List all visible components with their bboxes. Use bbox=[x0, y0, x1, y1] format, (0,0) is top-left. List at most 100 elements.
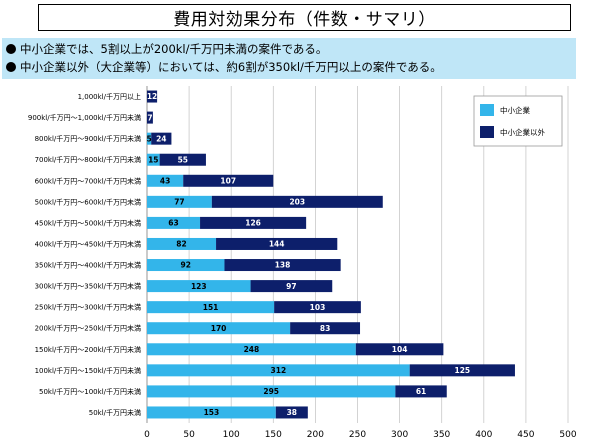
bar-sme bbox=[147, 153, 160, 166]
bar-sme bbox=[147, 132, 152, 145]
category-label: 600kl/千万円～700kl/千万円未満 bbox=[35, 176, 141, 185]
summary-line-1: 中小企業では、5割以上が200kl/千万円未満の案件である。 bbox=[6, 40, 572, 58]
data-label-non-sme: 83 bbox=[320, 324, 330, 333]
category-label: 1,000kl/千万円以上 bbox=[78, 92, 141, 101]
x-tick-label: 400 bbox=[475, 430, 492, 440]
bar-non-sme bbox=[409, 364, 515, 377]
category-label: 450kl/千万円～500kl/千万円未満 bbox=[35, 218, 141, 227]
category-label: 200kl/千万円～250kl/千万円未満 bbox=[35, 324, 141, 333]
x-tick-label: 350 bbox=[433, 430, 450, 440]
category-label: 800kl/千万円～900kl/千万円未満 bbox=[35, 134, 141, 143]
category-label: 250kl/千万円～300kl/千万円未満 bbox=[35, 303, 141, 312]
bar-sme bbox=[147, 216, 201, 229]
data-label-non-sme: 138 bbox=[275, 261, 291, 270]
bar-non-sme bbox=[147, 90, 158, 103]
x-tick-label: 150 bbox=[265, 430, 282, 440]
bar-non-sme bbox=[211, 195, 383, 208]
x-axis-ticks: 0 50 100 150 200 250 300 350 400 450 500 bbox=[144, 430, 577, 440]
summary-line-2: 中小企業以外（大企業等）においては、約6割が350kl/千万円以上の案件である。 bbox=[6, 58, 572, 76]
data-label-non-sme: 144 bbox=[269, 240, 285, 249]
category-label: 150kl/千万円～200kl/千万円未満 bbox=[35, 345, 141, 354]
data-label-non-sme: 125 bbox=[455, 366, 471, 375]
bar-non-sme bbox=[355, 343, 444, 356]
bar-non-sme bbox=[395, 385, 447, 398]
x-tick-label: 300 bbox=[391, 430, 408, 440]
category-label: 100kl/千万円～150kl/千万円未満 bbox=[35, 366, 141, 375]
x-tick-label: 50 bbox=[183, 430, 195, 440]
data-label-non-sme: 38 bbox=[287, 408, 297, 417]
bar-sme bbox=[147, 237, 217, 250]
bar-non-sme bbox=[200, 216, 307, 229]
legend-box bbox=[473, 95, 563, 147]
data-label-non-sme: 24 bbox=[156, 134, 166, 143]
bar-non-sme bbox=[183, 174, 274, 187]
bullet-icon bbox=[6, 44, 16, 54]
legend-label: 中小企業 bbox=[500, 105, 530, 115]
bar-non-sme bbox=[224, 259, 341, 272]
summary-text-2: 中小企業以外（大企業等）においては、約6割が350kl/千万円以上の案件である。 bbox=[20, 60, 442, 74]
bar-non-sme bbox=[216, 237, 338, 250]
data-label-sme: 82 bbox=[176, 240, 186, 249]
x-tick-label: 500 bbox=[559, 430, 576, 440]
bar-sme bbox=[147, 343, 356, 356]
bar-non-sme bbox=[147, 111, 153, 124]
category-labels: 1,000kl/千万円以上 900kl/千万円～1,000kl/千万円未満 800k… bbox=[28, 92, 141, 417]
bar-sme bbox=[147, 385, 396, 398]
category-label: 350kl/千万円～400kl/千万円未満 bbox=[35, 261, 141, 270]
data-label-sme: 63 bbox=[168, 219, 178, 228]
summary-text-1: 中小企業では、5割以上が200kl/千万円未満の案件である。 bbox=[20, 42, 328, 56]
category-label: 900kl/千万円～1,000kl/千万円未満 bbox=[28, 113, 141, 122]
category-label: 300kl/千万円～350kl/千万円未満 bbox=[35, 282, 141, 291]
bar-non-sme bbox=[275, 406, 308, 419]
category-label: 500kl/千万円～600kl/千万円未満 bbox=[35, 197, 141, 206]
summary-box: 中小企業では、5割以上が200kl/千万円未満の案件である。 中小企業以外（大企… bbox=[2, 38, 576, 79]
bar-non-sme bbox=[250, 280, 333, 293]
data-label-sme: 295 bbox=[263, 387, 279, 396]
bar-sme bbox=[147, 174, 184, 187]
data-label-sme: 312 bbox=[271, 366, 287, 375]
bar-sme bbox=[147, 322, 291, 335]
data-label-non-sme: 12 bbox=[147, 92, 157, 101]
page-title-text: 費用対効果分布（件数・サマリ） bbox=[173, 10, 436, 30]
data-label-sme: 15 bbox=[148, 155, 158, 164]
data-label-sme: 151 bbox=[203, 303, 219, 312]
data-label-non-sme: 7 bbox=[147, 113, 152, 122]
x-tick-label: 450 bbox=[517, 430, 534, 440]
bar-sme bbox=[147, 280, 251, 293]
page-title: 費用対効果分布（件数・サマリ） bbox=[38, 4, 571, 31]
data-label-non-sme: 126 bbox=[245, 219, 261, 228]
x-tick-label: 0 bbox=[144, 430, 150, 440]
data-label-sme: 43 bbox=[160, 176, 170, 185]
bars: 12 7 5 24 15 55 43 107 77 203 63 126 82 144 92 138 123 97… bbox=[146, 90, 515, 419]
x-tick-label: 200 bbox=[307, 430, 324, 440]
bullet-icon bbox=[6, 62, 16, 72]
data-label-non-sme: 103 bbox=[310, 303, 326, 312]
bar-non-sme bbox=[159, 153, 206, 166]
x-tick-label: 250 bbox=[349, 430, 366, 440]
data-label-non-sme: 61 bbox=[416, 387, 426, 396]
bar-non-sme bbox=[290, 322, 361, 335]
data-label-sme: 153 bbox=[204, 408, 220, 417]
category-label: 700kl/千万円～800kl/千万円未満 bbox=[35, 155, 141, 164]
data-label-sme: 170 bbox=[211, 324, 227, 333]
legend-label: 中小企業以外 bbox=[500, 127, 545, 137]
legend-swatch bbox=[480, 104, 494, 116]
x-tick-label: 100 bbox=[223, 430, 240, 440]
data-label-sme: 5 bbox=[146, 134, 151, 143]
data-label-non-sme: 104 bbox=[392, 345, 408, 354]
data-label-sme: 77 bbox=[174, 198, 184, 207]
bar-sme bbox=[147, 406, 276, 419]
bar-non-sme bbox=[151, 132, 172, 145]
data-label-non-sme: 97 bbox=[286, 282, 296, 291]
category-label: 50kl/千万円未満 bbox=[89, 408, 141, 417]
data-label-non-sme: 55 bbox=[178, 155, 188, 164]
bar-non-sme bbox=[274, 301, 361, 314]
bar-sme bbox=[147, 195, 212, 208]
category-label: 50kl/千万円～100kl/千万円未満 bbox=[39, 387, 141, 396]
data-label-non-sme: 203 bbox=[289, 198, 305, 207]
data-label-sme: 92 bbox=[181, 261, 191, 270]
data-label-sme: 123 bbox=[191, 282, 207, 291]
bar-sme bbox=[147, 301, 275, 314]
